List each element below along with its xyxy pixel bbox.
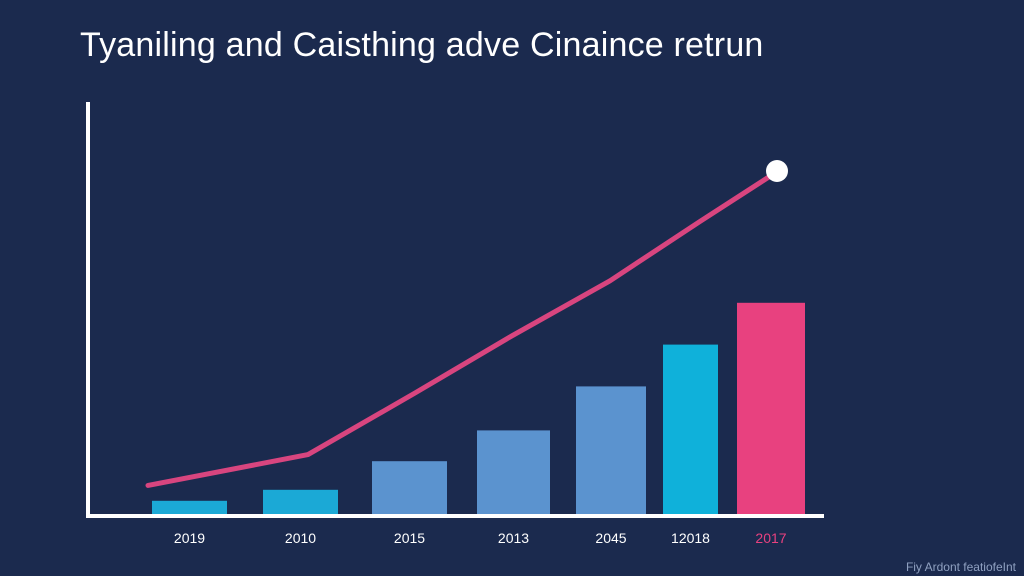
bar-2015 — [372, 461, 447, 514]
chart-title: Tyaniling and Caisthing adve Cinaince re… — [80, 26, 764, 64]
bar-2019 — [152, 500, 227, 514]
bar-2013 — [477, 430, 550, 514]
x-tick-label: 12018 — [671, 530, 710, 546]
trend-line-group — [145, 160, 788, 488]
trend-line — [145, 170, 778, 488]
x-tick-label: 2017 — [755, 530, 786, 546]
x-tick-label: 2019 — [174, 530, 205, 546]
x-tick-label: 2010 — [285, 530, 316, 546]
x-tick-label: 2015 — [394, 530, 425, 546]
bar-2045 — [576, 386, 646, 514]
bar-2017 — [737, 302, 805, 514]
x-tick-label: 2045 — [595, 530, 626, 546]
x-tick-labels: 2019 2010 2015 2013 2045 12018 2017 — [174, 530, 787, 546]
bars-group — [152, 302, 805, 514]
bar-2010 — [263, 489, 338, 514]
bar-12018 — [663, 344, 718, 514]
trend-line-end-marker — [766, 160, 788, 182]
x-tick-label: 2013 — [498, 530, 529, 546]
watermark-text: Fiy Ardont featiofeInt — [905, 560, 1016, 574]
